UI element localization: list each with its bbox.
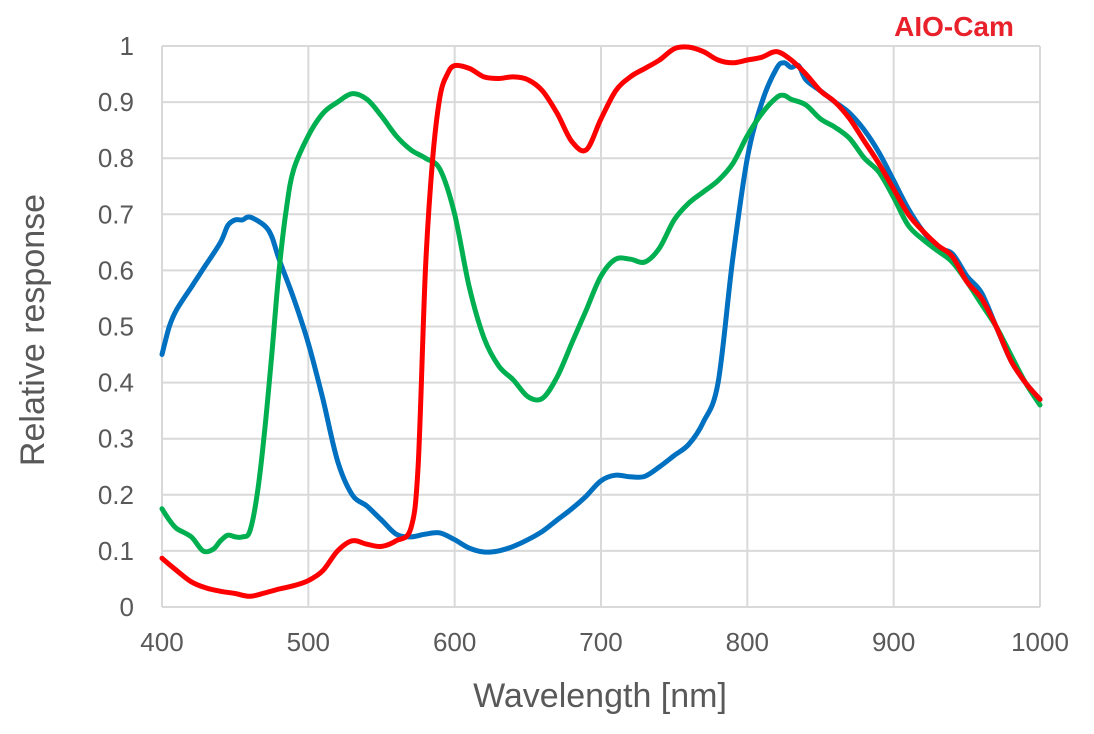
x-tick-labels: 400 500 600 700 800 900 1000 [140,627,1069,657]
gridlines [161,45,1041,608]
y-tick-labels: 0 0.1 0.2 0.3 0.4 0.5 0.6 0.7 0.8 0.9 1 [98,31,134,622]
x-tick-label: 600 [433,627,476,657]
y-tick-label: 0.7 [98,199,134,229]
red-response-line [159,44,1043,599]
brand-label: AIO-Cam [894,11,1014,42]
x-tick-label: 900 [872,627,915,657]
x-tick-label: 500 [287,627,330,657]
x-tick-label: 800 [726,627,769,657]
y-tick-label: 0.2 [98,480,134,510]
y-tick-label: 0.9 [98,87,134,117]
x-axis-title: Wavelength [nm] [473,677,727,715]
y-tick-label: 0.4 [98,368,134,398]
y-tick-label: 0.3 [98,424,134,454]
y-tick-label: 0 [120,592,134,622]
series-lines [159,44,1043,599]
x-tick-label: 700 [579,627,622,657]
x-tick-label: 400 [140,627,183,657]
y-tick-label: 0.8 [98,143,134,173]
y-tick-label: 0.5 [98,312,134,342]
x-tick-label: 1000 [1011,627,1069,657]
y-axis-title: Relative response [14,194,52,466]
y-tick-label: 1 [120,31,134,61]
y-tick-label: 0.6 [98,255,134,285]
blue-response-line [159,60,1043,555]
green-response-line [159,91,1043,555]
y-tick-label: 0.1 [98,536,134,566]
